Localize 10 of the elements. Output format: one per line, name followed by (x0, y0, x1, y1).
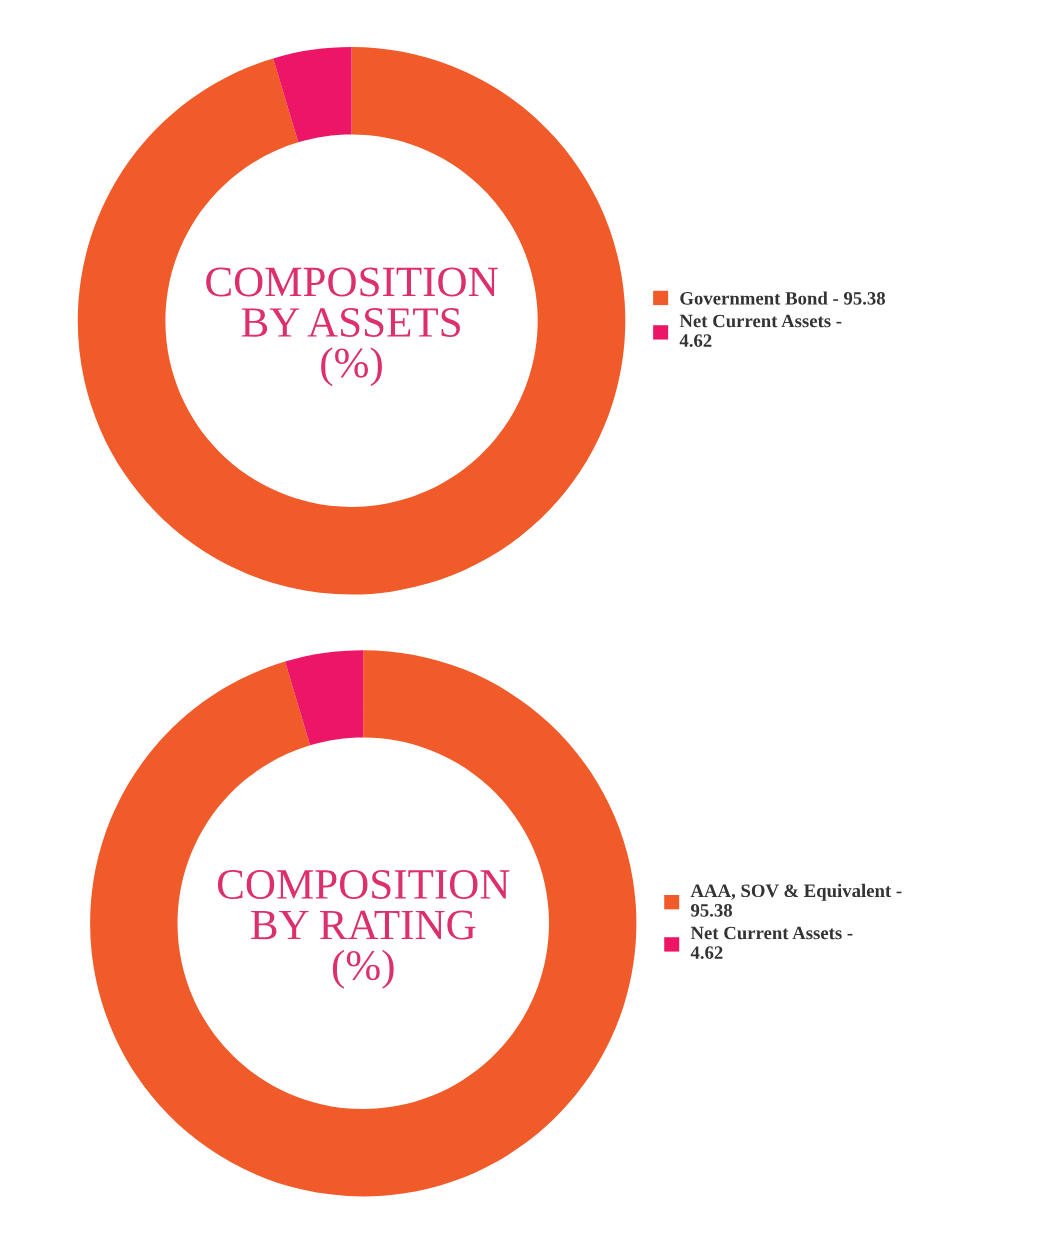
legend-label: Net Current Assets - 4.62 (679, 314, 842, 347)
donut-slice (285, 650, 364, 746)
donut-slice (90, 650, 637, 1197)
legend-label: AAA, SOV & Equivalent - 95.38 (690, 883, 902, 917)
donut-slice (77, 46, 626, 595)
legend-label: Government Bond - 95.38 (680, 291, 886, 305)
legend-label: Net Current Assets - 4.62 (690, 926, 853, 959)
text: COMPOSITION BY ASSETS (%) (206, 267, 498, 387)
text: COMPOSITION BY RATING (%) (217, 870, 510, 989)
donut-slice (273, 46, 352, 143)
